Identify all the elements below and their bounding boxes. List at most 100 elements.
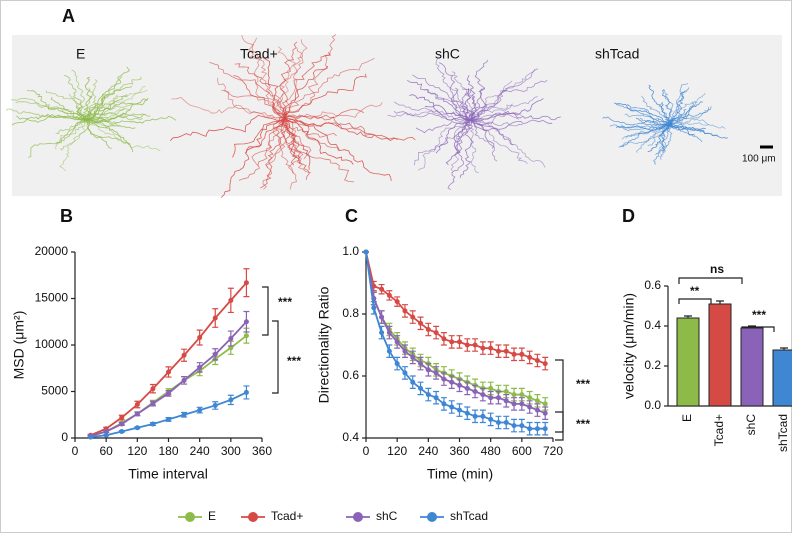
trajectory bbox=[284, 73, 367, 119]
trajectory bbox=[58, 119, 86, 172]
x-tick-label: 240 bbox=[190, 444, 210, 458]
trajectory bbox=[415, 119, 471, 134]
point bbox=[402, 370, 408, 376]
trajectory bbox=[10, 98, 86, 121]
point bbox=[472, 389, 478, 394]
trajectory bbox=[669, 82, 689, 126]
y-tick-label: 0.6 bbox=[644, 278, 661, 292]
point bbox=[425, 327, 431, 332]
trajectory bbox=[217, 77, 286, 119]
point bbox=[181, 352, 187, 358]
point bbox=[534, 426, 540, 432]
point bbox=[527, 426, 533, 432]
y-axis-label: Directionality Ratio bbox=[316, 286, 332, 403]
point bbox=[534, 398, 540, 404]
point bbox=[103, 428, 109, 434]
trajectory bbox=[275, 117, 297, 190]
annotation: *** bbox=[287, 354, 301, 368]
trajectory bbox=[636, 124, 671, 153]
series bbox=[87, 310, 250, 439]
trajectory bbox=[669, 90, 686, 126]
trajectory bbox=[624, 113, 671, 126]
trajectory bbox=[280, 117, 355, 183]
trajectory bbox=[84, 89, 148, 120]
trajectory bbox=[438, 62, 473, 121]
trajectory bbox=[451, 87, 471, 121]
point bbox=[542, 361, 548, 367]
trajectory bbox=[406, 79, 471, 121]
trajectory bbox=[16, 113, 86, 121]
trajectory bbox=[655, 124, 672, 156]
point bbox=[394, 361, 400, 367]
point bbox=[402, 348, 408, 354]
point bbox=[410, 354, 416, 360]
trajectory bbox=[84, 96, 109, 121]
point bbox=[212, 402, 218, 408]
trajectory bbox=[662, 89, 674, 126]
trajectory bbox=[55, 119, 86, 143]
point bbox=[197, 335, 203, 341]
x-tick-label: shTcad bbox=[776, 414, 790, 452]
trajectory bbox=[615, 103, 671, 126]
point bbox=[488, 385, 494, 391]
x-tick-label: 600 bbox=[512, 444, 532, 458]
x-tick-label: 120 bbox=[127, 444, 147, 458]
point bbox=[418, 385, 424, 391]
x-tick-label: 240 bbox=[418, 444, 438, 458]
point bbox=[519, 401, 525, 407]
bracket bbox=[272, 320, 279, 394]
trajectory bbox=[669, 106, 712, 126]
annotation: *** bbox=[278, 295, 292, 309]
point bbox=[519, 423, 525, 429]
point bbox=[464, 342, 470, 348]
point bbox=[166, 390, 171, 396]
point bbox=[425, 392, 431, 398]
trajectory bbox=[468, 88, 487, 120]
x-tick-label: 360 bbox=[449, 444, 469, 458]
point bbox=[527, 404, 533, 410]
point bbox=[402, 308, 408, 314]
trajectory bbox=[247, 37, 286, 119]
y-tick-label: 0 bbox=[61, 430, 68, 444]
x-tick-label: 0 bbox=[363, 444, 370, 458]
point bbox=[166, 416, 171, 422]
trajectory bbox=[245, 117, 287, 153]
point bbox=[527, 395, 533, 401]
trajectory bbox=[84, 107, 130, 121]
trajectory bbox=[170, 114, 286, 141]
y-tick-label: 0.8 bbox=[342, 306, 359, 320]
trajectory bbox=[417, 119, 471, 171]
bar bbox=[676, 317, 700, 407]
series bbox=[363, 249, 549, 436]
trajectory bbox=[59, 119, 89, 151]
y-tick-label: 0.0 bbox=[644, 398, 661, 412]
trajectory bbox=[84, 97, 149, 123]
point bbox=[441, 376, 447, 382]
point bbox=[103, 432, 109, 438]
trajectory bbox=[84, 119, 161, 152]
trajectory bbox=[15, 101, 86, 121]
x-tick-label: Tcad+ bbox=[712, 414, 726, 446]
trajectory bbox=[283, 39, 308, 119]
trajectory bbox=[669, 121, 726, 130]
point bbox=[394, 339, 400, 345]
scale-bar-label: 100 μm bbox=[742, 154, 776, 165]
legend-marker bbox=[185, 512, 195, 522]
trajectory bbox=[234, 63, 287, 119]
point bbox=[150, 386, 156, 392]
trajectory bbox=[435, 56, 471, 120]
legend-marker bbox=[248, 512, 258, 522]
trajectory bbox=[84, 118, 121, 126]
panel-label: D bbox=[622, 206, 635, 226]
trajectory bbox=[284, 102, 383, 121]
x-axis-label: Time (min) bbox=[427, 466, 493, 482]
y-tick-label: 15000 bbox=[35, 291, 69, 305]
y-axis-label: velocity (μm/min) bbox=[621, 293, 637, 399]
trajectory bbox=[661, 124, 673, 153]
trajectory bbox=[409, 94, 471, 121]
x-tick-label: E bbox=[680, 414, 694, 422]
x-tick-label: 360 bbox=[252, 444, 272, 458]
point bbox=[495, 348, 501, 354]
y-tick-label: 0.4 bbox=[342, 430, 359, 444]
point bbox=[243, 319, 249, 325]
